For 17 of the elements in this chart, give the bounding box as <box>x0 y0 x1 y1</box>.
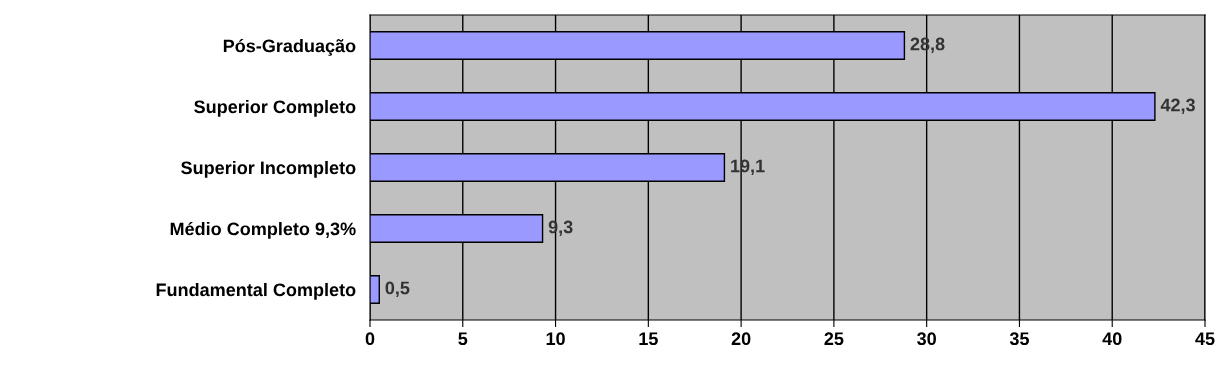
y-tick-label: Médio Completo 9,3% <box>170 221 356 239</box>
y-tick-label: Pós-Graduação <box>223 38 356 56</box>
x-tick-label: 35 <box>1009 332 1029 346</box>
x-tick-label: 10 <box>546 332 565 346</box>
y-tick-label: Fundamental Completo <box>156 282 356 300</box>
y-tick-label: Superior Incompleto <box>181 160 356 178</box>
x-tick-label: 30 <box>917 332 936 346</box>
x-tick-label: 40 <box>1102 332 1122 346</box>
data-label: 0,5 <box>385 281 410 297</box>
x-tick-label: 20 <box>731 332 751 346</box>
data-label: 42,3 <box>1160 98 1195 114</box>
x-tick-label: 25 <box>824 332 844 346</box>
x-tick-label: 45 <box>1195 332 1215 346</box>
x-tick-label: 15 <box>639 332 658 346</box>
x-tick-label: 0 <box>365 332 375 346</box>
y-tick-label: Superior Completo <box>194 99 356 117</box>
x-tick-label: 5 <box>458 332 468 346</box>
